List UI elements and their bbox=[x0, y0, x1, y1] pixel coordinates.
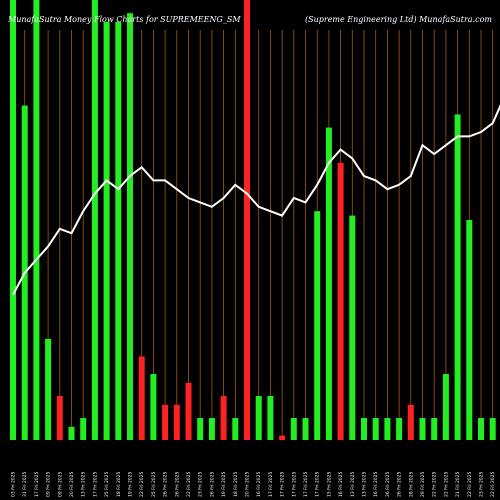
bar bbox=[232, 418, 239, 440]
x-tick-label: 09 Fri 2025 bbox=[46, 471, 52, 497]
x-tick-label: 25 Fri 2025 bbox=[104, 471, 110, 497]
x-tick-label: 17 Fri 2025 bbox=[303, 471, 309, 497]
bar bbox=[197, 418, 204, 440]
bar bbox=[267, 396, 274, 440]
x-tick-label: 17 Fri 2025 bbox=[268, 471, 274, 497]
x-tick-label: 31 Fri 2025 bbox=[22, 471, 28, 497]
bar bbox=[255, 396, 262, 440]
x-tick-label: 22 Fri 2025 bbox=[467, 471, 473, 497]
bar bbox=[279, 435, 286, 440]
x-tick-label: 26 Fri 2025 bbox=[385, 471, 391, 497]
x-tick-label: 22 Fri 2025 bbox=[490, 471, 496, 497]
x-tick-label: 25 Fri 2025 bbox=[151, 471, 157, 497]
bar bbox=[361, 418, 367, 440]
bar bbox=[208, 418, 215, 440]
bars-group bbox=[10, 0, 496, 441]
bar bbox=[337, 162, 344, 441]
bar bbox=[478, 418, 484, 440]
x-tick-label: 13 Fri 2025 bbox=[81, 471, 87, 497]
bar bbox=[33, 0, 40, 440]
bar bbox=[419, 418, 426, 440]
bar bbox=[314, 211, 321, 440]
bar bbox=[162, 404, 169, 440]
bar bbox=[489, 418, 496, 440]
x-tick-label: 22 Fri 2025 bbox=[186, 471, 192, 497]
bar bbox=[91, 0, 98, 440]
x-tick-label: 17 Fri 2025 bbox=[315, 471, 321, 497]
bar bbox=[349, 215, 356, 440]
grid-lines bbox=[12, 30, 494, 440]
x-tick-label: 28 Fri 2025 bbox=[408, 471, 414, 497]
chart-subtitle: (Supreme Engineering Ltd) MunafaSutra.co… bbox=[305, 15, 492, 24]
x-tick-label: 13 Fri 2025 bbox=[362, 471, 368, 497]
bar bbox=[244, 0, 250, 440]
x-tick-label: 20 Fri 2025 bbox=[245, 471, 251, 497]
bar bbox=[138, 356, 145, 440]
x-tick-label: 19 Fri 2025 bbox=[221, 471, 227, 497]
x-tick-label: 16 Fri 2025 bbox=[373, 471, 379, 497]
x-tick-label: 16 Fri 2025 bbox=[256, 471, 262, 497]
x-tick-label: 26 Fri 2025 bbox=[163, 471, 169, 497]
chart-title: MunafaSutra Money Flow Charts for SUPREM… bbox=[7, 15, 241, 24]
x-tick-label: 18 Fri 2025 bbox=[233, 471, 239, 497]
bar bbox=[220, 396, 227, 440]
bar bbox=[384, 418, 391, 440]
bar bbox=[431, 418, 438, 440]
x-tick-label: 17 Fri 2025 bbox=[291, 471, 297, 497]
x-tick-label: 23 Fri 2025 bbox=[479, 471, 485, 497]
x-tick-label: 19 Fri 2025 bbox=[128, 471, 134, 497]
bar bbox=[290, 418, 297, 440]
bar bbox=[45, 338, 52, 440]
bar bbox=[396, 418, 403, 440]
x-tick-label: 16 Fri 2025 bbox=[338, 471, 344, 497]
x-tick-label: 26 Fri 2025 bbox=[397, 471, 403, 497]
bar bbox=[185, 382, 192, 440]
bar bbox=[127, 13, 133, 440]
price-line bbox=[12, 104, 500, 296]
x-tick-label: 22 Fri 2025 bbox=[139, 471, 145, 497]
x-tick-label: 23 Fri 2025 bbox=[198, 471, 204, 497]
x-tick-label: 26 Fri 2025 bbox=[174, 471, 180, 497]
x-tick-label: 26 Fri 2025 bbox=[209, 471, 215, 497]
x-tick-label: 03 Fri 2025 bbox=[11, 471, 17, 497]
bar bbox=[68, 426, 75, 440]
bar bbox=[454, 114, 461, 441]
x-tick-label: 17 Fri 2025 bbox=[92, 471, 98, 497]
x-tick-label: 13 Fri 2025 bbox=[350, 471, 356, 497]
bar bbox=[325, 127, 332, 440]
x-tick-label: 20 Fri 2025 bbox=[69, 471, 75, 497]
x-tick-label: 09 Fri 2025 bbox=[57, 471, 63, 497]
bar bbox=[442, 374, 449, 440]
bar bbox=[302, 418, 309, 440]
bar bbox=[103, 22, 110, 440]
bar bbox=[56, 396, 63, 440]
bar bbox=[372, 418, 379, 440]
x-tick-label: 17 Fri 2025 bbox=[34, 471, 40, 497]
x-tick-labels: 03 Fri 2025 31 Fri 2025 17 Fri 2025 09 Fri … bbox=[11, 471, 497, 497]
bar bbox=[173, 404, 180, 440]
x-tick-label: 15 Fri 2025 bbox=[326, 471, 332, 497]
bar bbox=[150, 374, 157, 440]
bar bbox=[80, 418, 87, 440]
bar bbox=[10, 0, 16, 440]
x-tick-label: 29 Fri 2025 bbox=[420, 471, 426, 497]
x-tick-label: 22 Fri 2025 bbox=[432, 471, 438, 497]
x-tick-label: 17 Fri 2025 bbox=[280, 471, 286, 497]
bar bbox=[115, 22, 122, 440]
bar bbox=[407, 404, 414, 440]
x-tick-label: 22 Fri 2025 bbox=[443, 471, 449, 497]
x-tick-label: 18 Fri 2025 bbox=[116, 471, 122, 497]
x-tick-label: 21 Fri 2025 bbox=[455, 471, 461, 497]
bar bbox=[466, 220, 473, 440]
